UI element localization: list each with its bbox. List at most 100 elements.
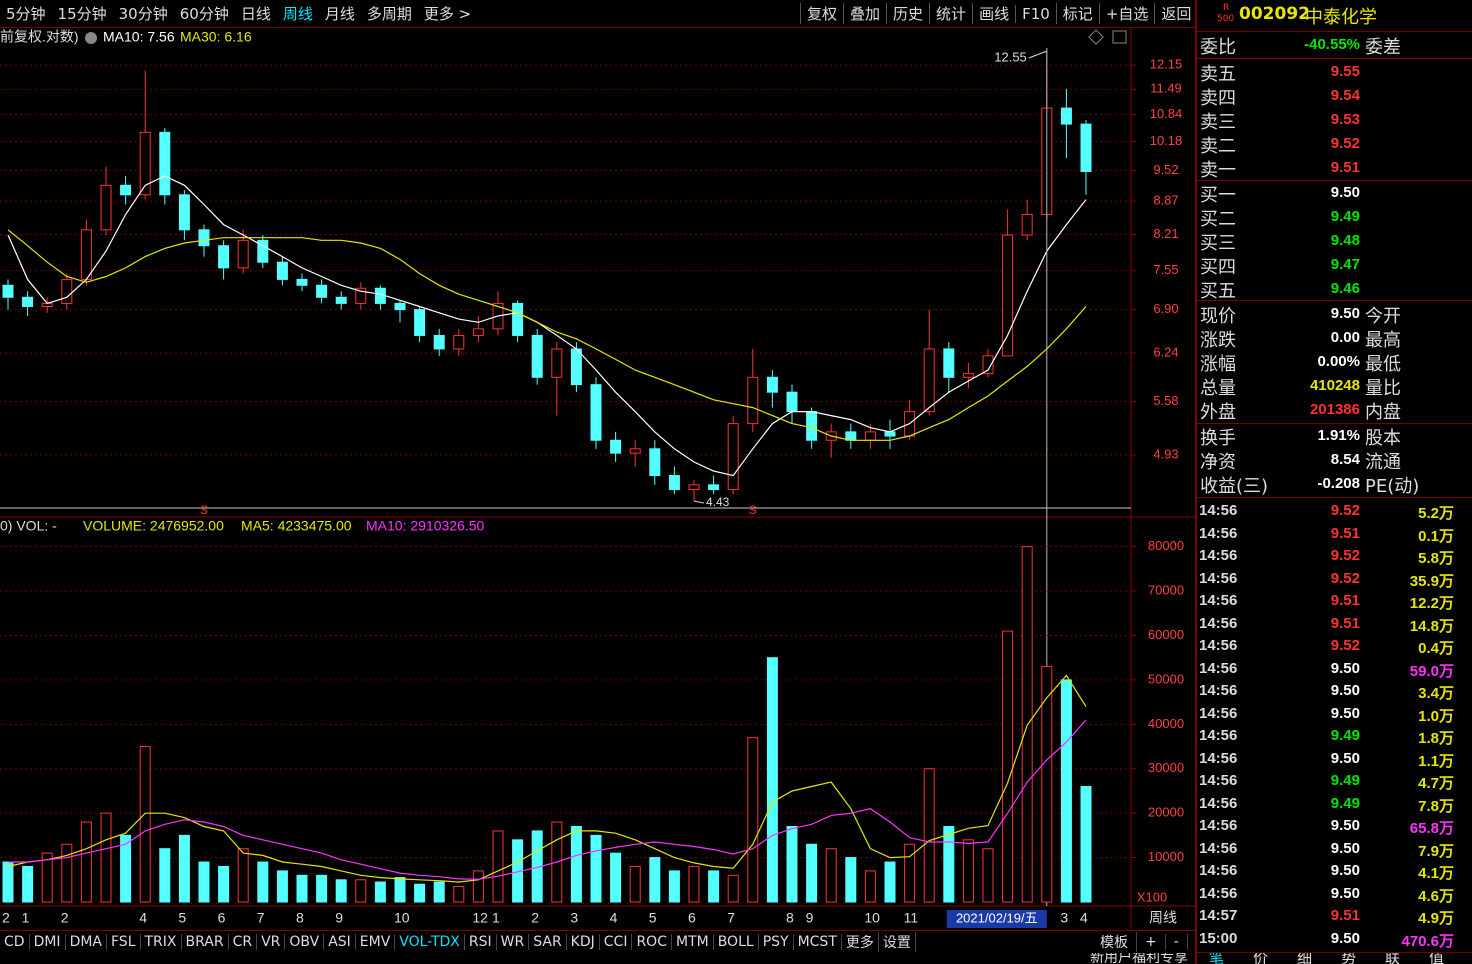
y-tick-label: 60000 — [1148, 627, 1184, 642]
row-label: 委比 — [1200, 37, 1236, 58]
tick-time: 14:56 — [1199, 524, 1238, 542]
panel-tab[interactable]: 笔 — [1209, 953, 1225, 964]
candle-body — [864, 431, 876, 441]
row-label: PE(动) — [1365, 476, 1420, 497]
indicator-tab[interactable]: EMV — [356, 934, 396, 950]
indicator-tab[interactable]: 更多 — [842, 932, 879, 952]
indicator-tab[interactable]: CR — [229, 934, 258, 950]
period-tab[interactable]: 15分钟 — [57, 5, 107, 23]
period-tab[interactable]: 30分钟 — [118, 5, 168, 23]
x-tick-label: 8 — [296, 910, 304, 926]
divider — [1197, 58, 1472, 59]
row-label: 涨幅 — [1200, 354, 1236, 375]
panel-tab[interactable]: 价 — [1253, 953, 1269, 964]
icon[interactable] — [1112, 30, 1127, 44]
candle-body — [198, 229, 210, 247]
period-tab[interactable]: 周线 — [282, 5, 313, 23]
period-tab[interactable]: 60分钟 — [179, 5, 229, 23]
panel-tab[interactable]: 细 — [1297, 953, 1313, 964]
x-tick-label: 12 — [472, 910, 488, 926]
indicator-tab[interactable]: OBV — [285, 934, 325, 950]
y-tick-label: 10000 — [1148, 849, 1184, 864]
panel-tab[interactable]: 势 — [1341, 953, 1357, 964]
tool-button[interactable]: 标记 — [1055, 3, 1099, 24]
indicator-tab[interactable]: MTM — [672, 934, 714, 950]
indicator-tab[interactable]: DMA — [66, 934, 107, 950]
tab-tool[interactable]: - — [1166, 934, 1188, 950]
indicator-tab[interactable]: ASI — [324, 934, 356, 950]
stock-name: 中泰化学 — [1305, 7, 1377, 28]
tool-button[interactable]: +自选 — [1098, 3, 1155, 24]
indicator-tab[interactable]: VR — [257, 934, 286, 950]
volume-bar — [41, 852, 53, 903]
indicator-tab[interactable]: DMI — [30, 934, 66, 950]
unit-label: X100 — [1137, 889, 1167, 904]
x-tick-label: 4 — [139, 910, 147, 926]
indicator-tab[interactable]: BRAR — [182, 934, 229, 950]
indicator-tab[interactable]: TRIX — [141, 934, 182, 950]
tool-button[interactable]: 返回 — [1154, 3, 1197, 24]
tick-time: 14:56 — [1199, 569, 1238, 587]
indicator-tab[interactable]: BOLL — [714, 934, 759, 950]
volume-bar — [472, 870, 484, 903]
indicator-tab[interactable]: VOL-TDX — [395, 934, 465, 950]
tick-volume: 4.6万 — [1418, 887, 1454, 905]
indicator-tab[interactable]: KDJ — [567, 934, 600, 950]
period-tab[interactable]: 5分钟 — [6, 5, 46, 23]
indicator-tab[interactable]: MCST — [794, 934, 842, 950]
period-tab[interactable]: 月线 — [324, 5, 355, 23]
indicator-tab[interactable]: RSI — [465, 934, 497, 950]
indicator-tab[interactable]: 设置 — [879, 932, 916, 952]
volume-bar — [570, 825, 582, 903]
period-tab[interactable]: 更多 > — [423, 5, 472, 23]
max-label: 12.55 — [994, 49, 1027, 64]
candle-body — [414, 309, 426, 336]
tool-button[interactable]: 统计 — [929, 3, 972, 24]
indicator-tab[interactable]: SAR — [529, 934, 567, 950]
indicator-tab[interactable]: ROC — [632, 934, 672, 950]
volume-bar — [923, 768, 935, 903]
legend-entry: MA5: 4233475.00 — [241, 518, 352, 534]
panel-tab[interactable]: 联 — [1385, 953, 1401, 964]
icon[interactable] — [1088, 29, 1104, 45]
row-label: 流通 — [1365, 452, 1401, 473]
volume-bar — [453, 885, 465, 903]
candle-body — [531, 334, 543, 378]
indicator-tab[interactable]: WR — [497, 934, 530, 950]
candle-body — [610, 439, 622, 454]
promo[interactable]: 新用户福利专享 — [1090, 953, 1188, 964]
candle-body — [668, 475, 680, 491]
tick-price: 9.50 — [1330, 839, 1360, 857]
tool-button[interactable]: 复权 — [800, 3, 843, 24]
x-tick-label: 1 — [492, 910, 500, 926]
indicator-tab[interactable]: PSY — [759, 934, 794, 950]
x-tick-label: 3 — [570, 910, 578, 926]
indicator-tab[interactable]: FSL — [107, 934, 141, 950]
tab-tool[interactable]: 模板 — [1092, 932, 1137, 952]
tick-price: 9.52 — [1330, 547, 1360, 564]
y-tick-label: 40000 — [1148, 716, 1184, 731]
row-value: 9.55 — [1330, 63, 1360, 80]
panel-tab[interactable]: 值 — [1429, 953, 1445, 964]
tool-button[interactable]: 叠加 — [843, 3, 886, 24]
period-tab[interactable]: 多周期 — [366, 5, 412, 23]
volume-bar — [22, 865, 34, 903]
tick-time: 14:56 — [1199, 772, 1238, 789]
y-tick-label: 20000 — [1148, 805, 1184, 820]
tick-volume: 0.1万 — [1418, 527, 1454, 545]
volume-bar — [747, 737, 759, 903]
tick-time: 14:56 — [1199, 884, 1238, 902]
tick-price: 9.51 — [1330, 614, 1360, 632]
tool-button[interactable]: 历史 — [886, 3, 929, 24]
tab-tool[interactable]: + — [1137, 934, 1166, 950]
tick-volume: 5.8万 — [1418, 550, 1454, 567]
tool-buttons: 复权 叠加 历史 统计 画线 F10 标记 +自选 返回 — [800, 0, 1197, 27]
tool-button[interactable]: F10 — [1015, 4, 1056, 23]
x-tick-label: 5 — [649, 910, 657, 926]
y-tick-label: 70000 — [1148, 583, 1184, 598]
tool-button[interactable]: 画线 — [972, 3, 1015, 24]
candle-body — [1060, 107, 1072, 125]
indicator-tab[interactable]: CCI — [600, 934, 633, 950]
indicator-tab[interactable]: CD — [0, 934, 30, 950]
period-tab[interactable]: 日线 — [240, 5, 271, 23]
